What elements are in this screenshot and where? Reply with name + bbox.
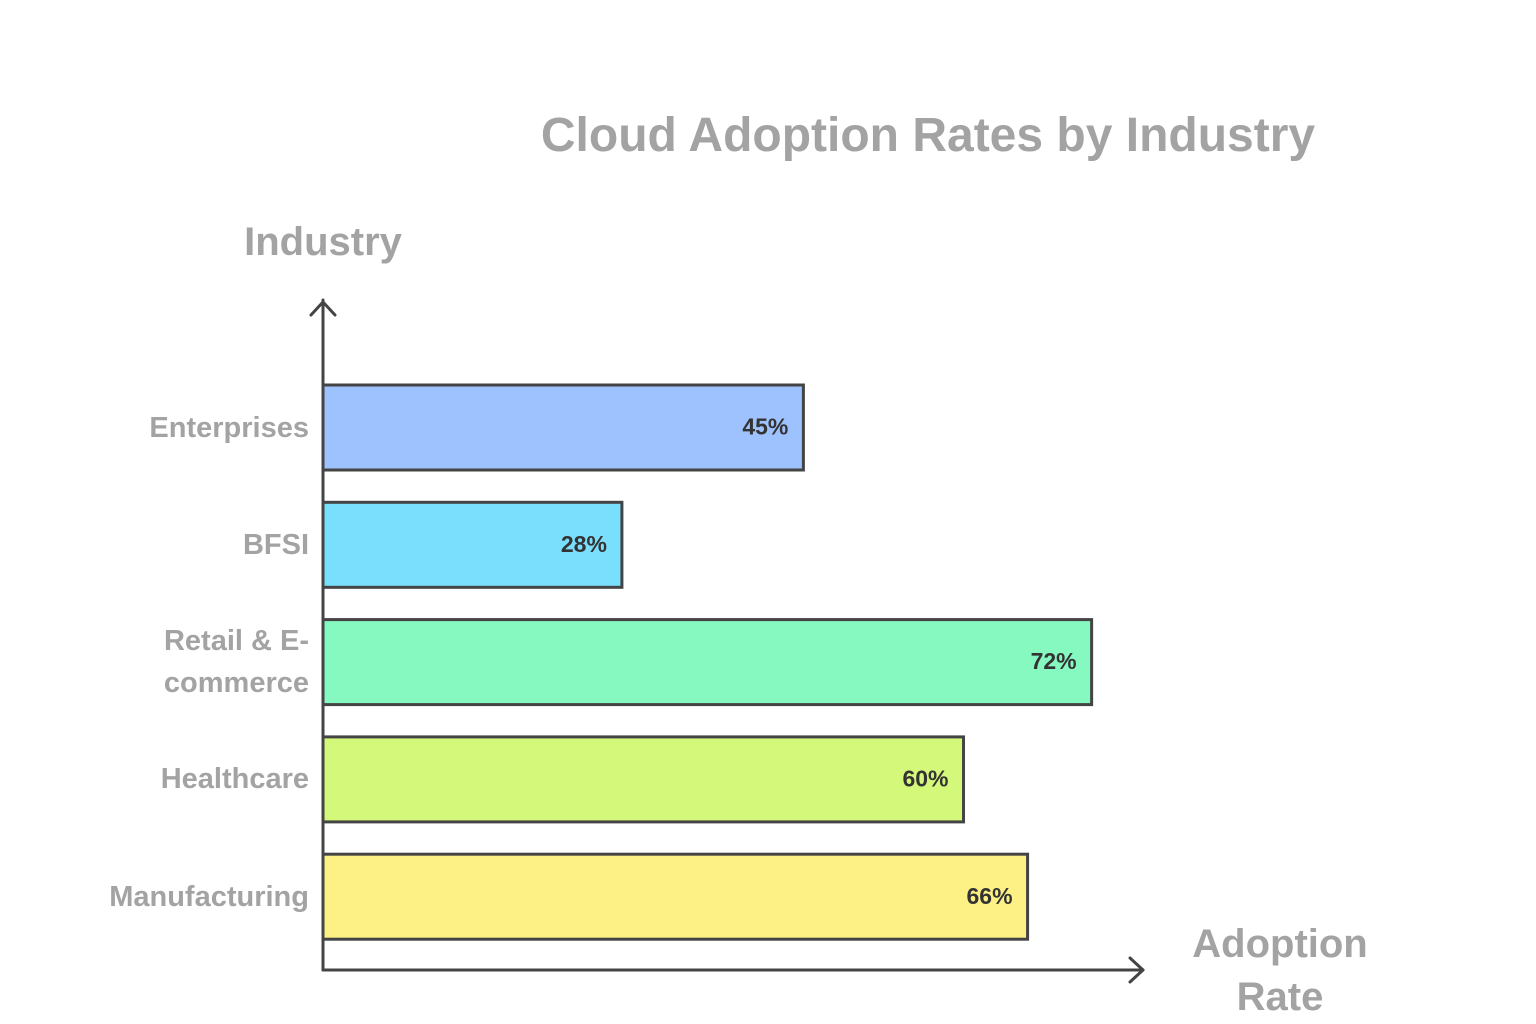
y-tick-label: Enterprises (149, 411, 309, 444)
value-label: 72% (1031, 648, 1077, 674)
y-tick-label: Retail & E-commerce (163, 625, 309, 700)
bar (321, 852, 1030, 941)
y-axis-arrow (309, 300, 337, 317)
bar (321, 383, 805, 472)
value-label: 66% (967, 883, 1013, 909)
value-label: 28% (561, 531, 607, 557)
y-tick-label: BFSI (242, 528, 309, 561)
y-axis-title: Industry (244, 220, 402, 264)
chart-title: Cloud Adoption Rates by Industry (540, 109, 1316, 162)
value-label: 45% (742, 414, 788, 440)
bar (321, 500, 624, 589)
bar (321, 618, 1094, 707)
y-tick-label: Manufacturing (109, 880, 309, 913)
y-tick-label: Healthcare (160, 763, 309, 796)
x-axis-arrow (1128, 956, 1145, 984)
bar (321, 735, 966, 824)
value-label: 60% (902, 765, 948, 791)
x-axis-title: Adoption Rate (1192, 922, 1368, 1019)
